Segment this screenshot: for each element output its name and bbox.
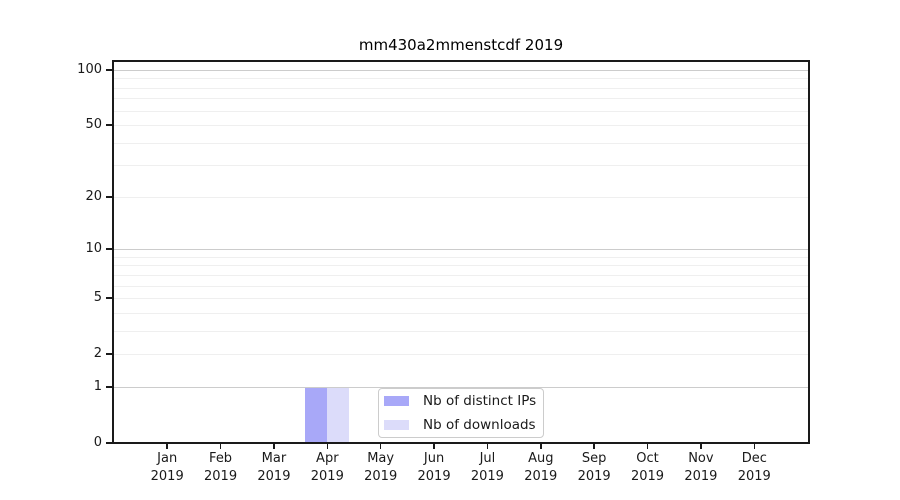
y-tick-label: 20	[85, 188, 102, 204]
major-gridline	[114, 249, 808, 251]
minor-gridline	[114, 285, 808, 287]
y-axis-tick	[106, 297, 113, 299]
legend-item-downloads: Nb of downloads	[384, 415, 538, 435]
x-tick-label-dec: Dec 2019	[737, 451, 771, 484]
x-axis-tick	[219, 444, 222, 449]
x-tick-label-sep: Sep 2019	[577, 451, 611, 484]
minor-gridline	[114, 354, 808, 356]
x-tick-label-feb: Feb 2019	[204, 451, 238, 484]
y-tick-label: 1	[93, 378, 102, 394]
y-tick-label: 0	[93, 435, 102, 450]
minor-gridline	[114, 78, 808, 80]
x-axis-tick	[273, 444, 275, 449]
major-gridline	[114, 69, 808, 71]
minor-gridline	[114, 330, 808, 332]
y-tick-label: 2	[93, 346, 102, 362]
bar-downloads-apr	[327, 386, 350, 442]
x-axis-tick	[700, 444, 702, 449]
minor-gridline	[114, 256, 808, 258]
minor-gridline	[114, 165, 808, 167]
legend: Nb of distinct IPs Nb of downloads	[378, 388, 544, 438]
y-axis-tick	[106, 353, 113, 355]
minor-gridline	[114, 142, 808, 144]
y-tick-label: 10	[85, 241, 102, 257]
legend-swatch-downloads	[384, 420, 409, 430]
x-axis-tick	[166, 444, 168, 449]
y-axis-tick	[106, 69, 113, 71]
x-axis-tick	[540, 444, 542, 449]
y-axis-tick	[106, 442, 113, 444]
minor-gridline	[114, 274, 808, 276]
x-tick-label-mar: Mar 2019	[257, 451, 291, 484]
legend-swatch-distinct-ips	[384, 396, 409, 406]
x-axis-tick	[646, 444, 649, 449]
minor-gridline	[114, 312, 808, 314]
legend-label-downloads: Nb of downloads	[423, 417, 536, 433]
y-axis-tick	[106, 386, 113, 388]
y-tick-label: 5	[93, 290, 102, 306]
x-tick-label-aug: Aug 2019	[524, 451, 558, 484]
x-tick-label-may: May 2019	[364, 451, 398, 484]
legend-item-distinct-ips: Nb of distinct IPs	[384, 391, 538, 411]
bar-distinct-ips-apr	[305, 386, 328, 442]
x-tick-label-nov: Nov 2019	[684, 451, 718, 484]
plot-area	[112, 60, 810, 444]
minor-gridline	[114, 87, 808, 89]
minor-gridline	[114, 98, 808, 100]
x-axis-tick	[753, 444, 756, 449]
x-axis-tick	[433, 444, 435, 449]
minor-gridline	[114, 265, 808, 267]
minor-gridline	[114, 298, 808, 300]
x-tick-label-jan: Jan 2019	[150, 451, 184, 484]
y-tick-label: 100	[77, 61, 102, 77]
major-gridline	[114, 386, 808, 388]
x-axis-tick	[593, 444, 595, 449]
minor-gridline	[114, 196, 808, 198]
x-tick-label-jun: Jun 2019	[417, 451, 451, 484]
y-axis-tick	[106, 248, 113, 250]
legend-label-distinct-ips: Nb of distinct IPs	[423, 393, 537, 409]
minor-gridline	[114, 110, 808, 112]
x-axis-tick	[326, 444, 329, 449]
x-tick-label-oct: Oct 2019	[630, 451, 665, 484]
x-axis-tick	[379, 444, 382, 449]
y-axis-tick	[106, 196, 113, 198]
y-axis-tick	[106, 124, 113, 126]
x-tick-label-apr: Apr 2019	[310, 451, 344, 484]
y-tick-label: 50	[85, 117, 102, 133]
x-tick-label-jul: Jul 2019	[470, 451, 504, 484]
minor-gridline	[114, 125, 808, 127]
x-axis-tick	[486, 444, 489, 449]
chart-title: mm430a2mmenstcdf 2019	[358, 36, 564, 54]
